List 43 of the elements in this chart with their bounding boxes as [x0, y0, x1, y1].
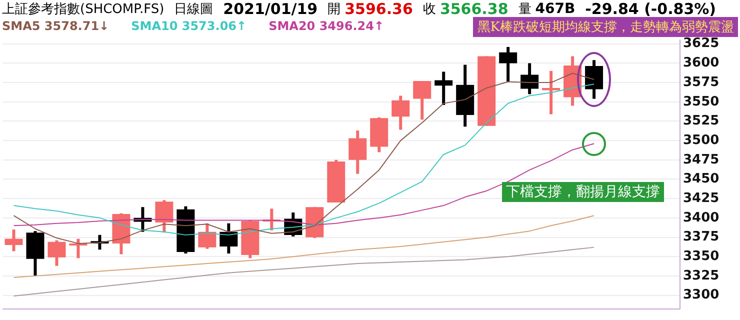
text: 467B — [535, 1, 576, 17]
candlestick — [434, 72, 453, 105]
text: 2021/01/19 — [223, 0, 318, 18]
candlestick — [348, 130, 367, 174]
y-tick-label: 3625 — [683, 36, 720, 52]
text: -29.84 (-0.83%) — [585, 0, 716, 18]
y-tick-label: 3525 — [683, 114, 720, 129]
text: SMA20 3496.24↑ — [268, 19, 384, 33]
candlestick — [69, 238, 88, 258]
y-tick-label: 3500 — [683, 132, 720, 148]
candlestick — [542, 70, 560, 114]
text: 3566.38 — [440, 0, 508, 18]
candlestick — [198, 223, 216, 249]
y-tick-label: 3550 — [683, 94, 720, 110]
candlestick — [585, 60, 604, 99]
y-tick-label: 3575 — [683, 74, 720, 90]
candlestick — [155, 200, 174, 233]
candlestick — [413, 81, 432, 120]
y-tick-label: 3375 — [683, 230, 720, 245]
candlestick — [392, 96, 410, 130]
y-tick-label: 3600 — [683, 56, 720, 71]
y-tick-label: 3475 — [683, 152, 720, 168]
y-tick-label: 3400 — [683, 210, 720, 226]
y-tick-label: 3350 — [683, 248, 720, 264]
text: SMA5 3578.71↓ — [2, 19, 110, 33]
candlestick — [220, 223, 238, 254]
text: 黑K棒跌破短期均線支撐，走勢轉為弱勢震盪 — [473, 17, 738, 37]
y-tick-label: 3300 — [683, 288, 720, 303]
text: 日線圖 — [174, 1, 214, 18]
candlestick — [48, 240, 66, 266]
text: SMA10 3573.06↑ — [131, 19, 247, 33]
text: 收 — [422, 1, 436, 18]
y-tick-label: 3325 — [683, 268, 720, 284]
chart-title: 上証參考指數(SHCOMP.FS) — [2, 1, 164, 18]
candlestick — [499, 46, 518, 82]
candlestick — [520, 63, 539, 94]
text: 開 — [328, 1, 341, 18]
annotation: 下檔支撐，翻揚月線支撐 — [502, 182, 664, 202]
text: 3596.36 — [344, 0, 413, 18]
candlestick — [4, 230, 23, 252]
y-tick-label: 3450 — [683, 172, 720, 187]
y-tick-label: 3425 — [683, 190, 720, 206]
text: 量 — [518, 1, 532, 18]
